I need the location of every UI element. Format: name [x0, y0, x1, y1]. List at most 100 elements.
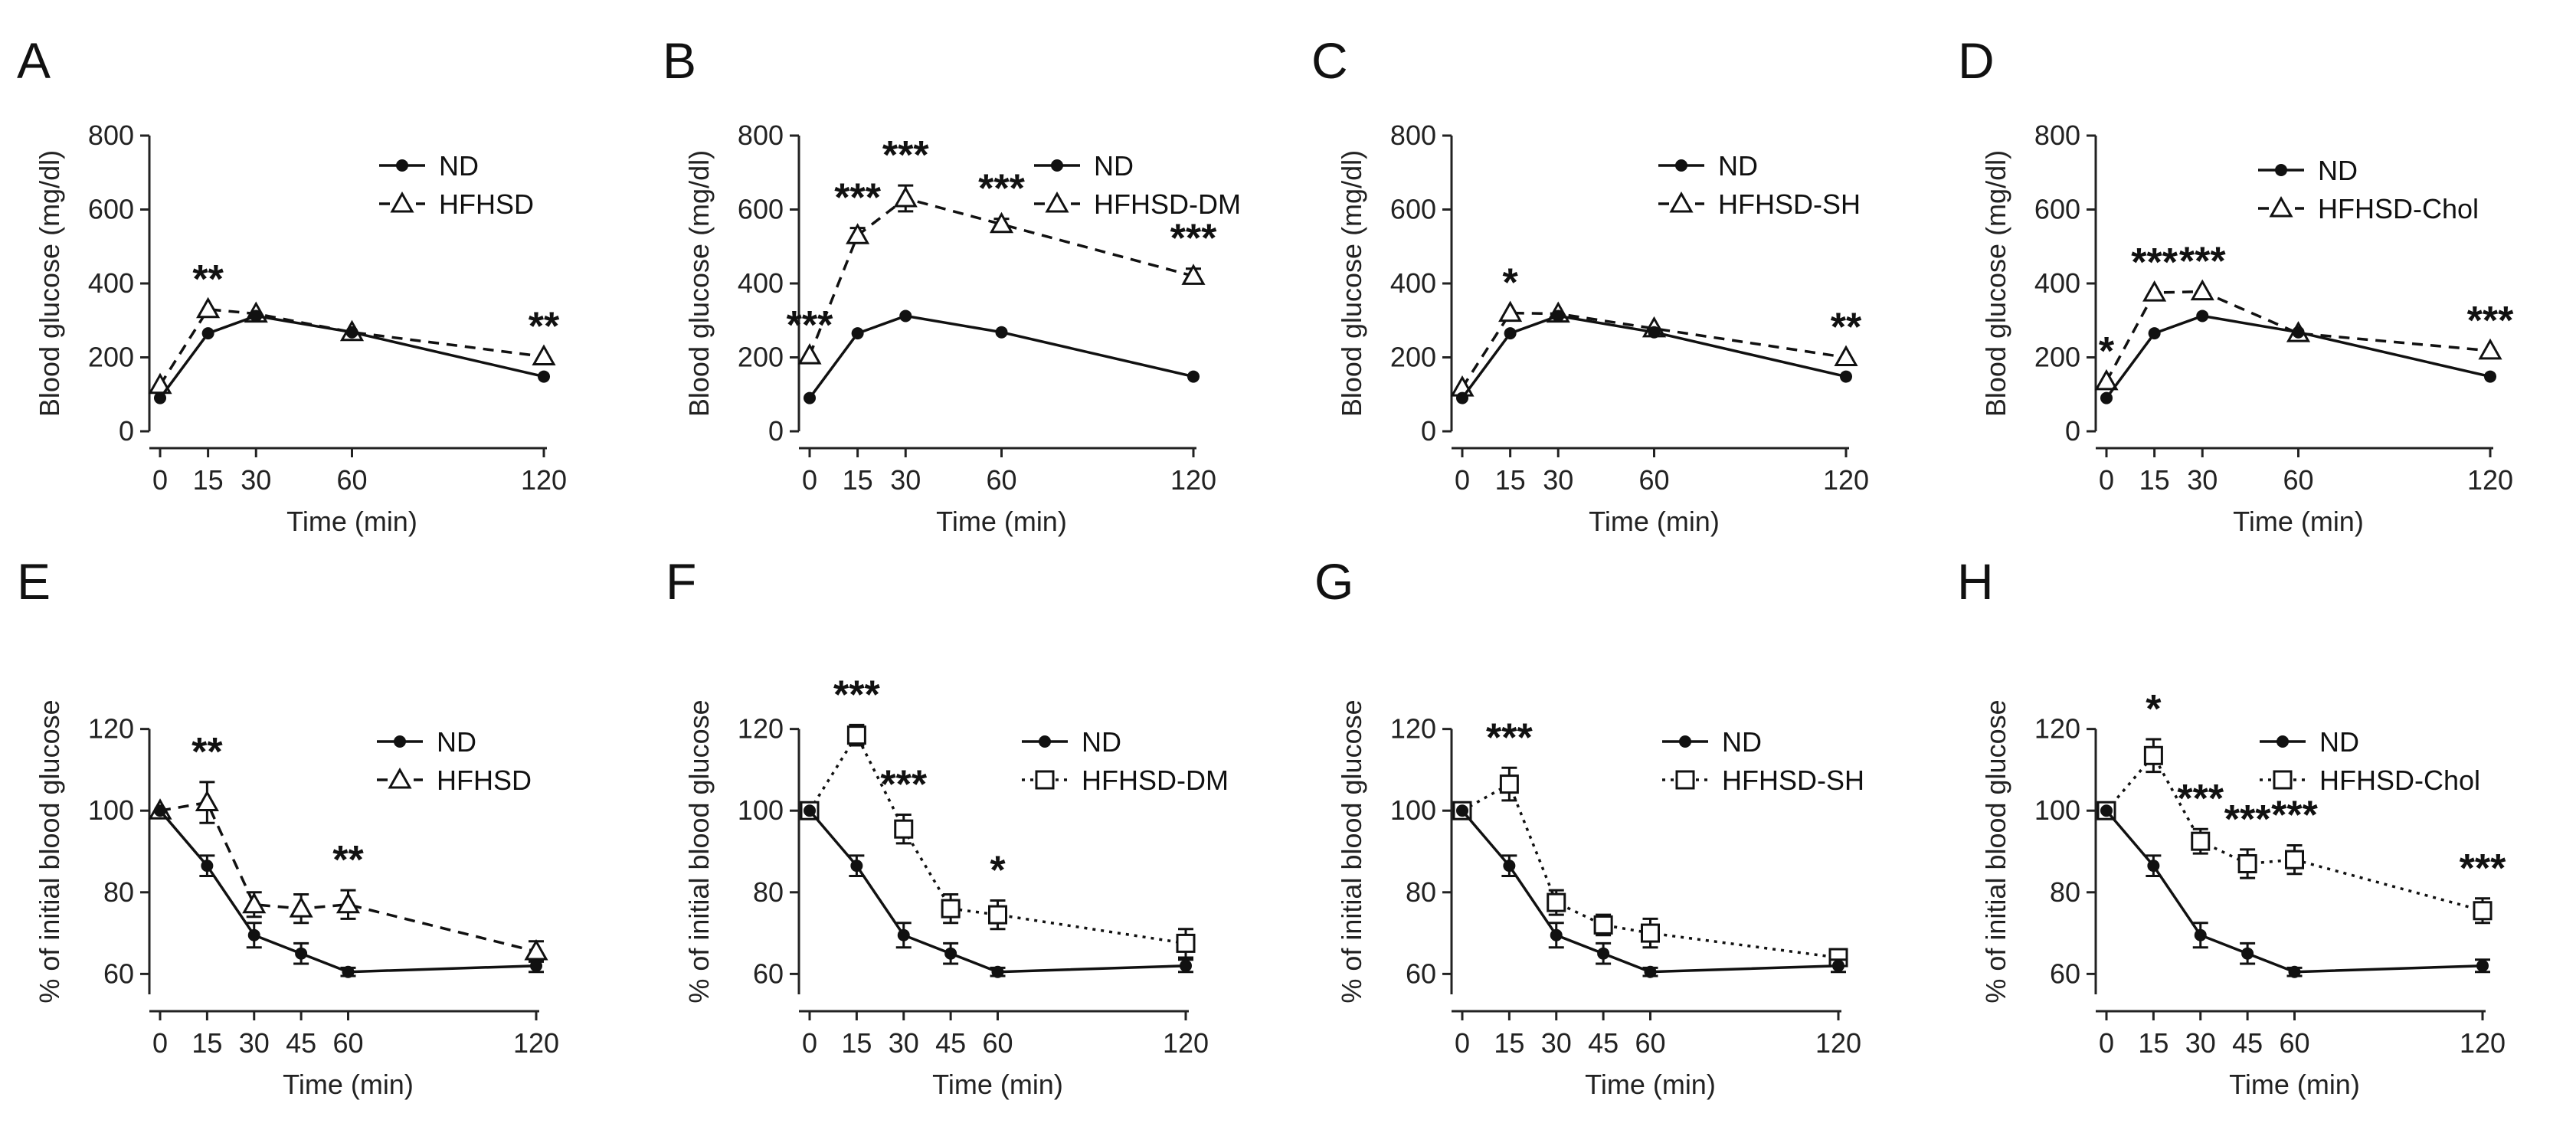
x-tick-label: 60	[2283, 464, 2313, 496]
panel-letter: B	[663, 32, 696, 89]
legend: ND HFHSD-DM	[1022, 726, 1229, 796]
x-tick-label: 60	[1635, 1027, 1665, 1059]
panel-h: H 60 80 100 120 0 15 30 45 60 120 Time (min) % of in…	[1957, 553, 2506, 1100]
y-tick-label: 200	[88, 342, 134, 373]
legend-marker	[2269, 195, 2293, 218]
data-point	[851, 327, 864, 340]
legend: ND HFHSD-SH	[1658, 150, 1861, 220]
x-tick-label: 0	[2099, 464, 2114, 496]
x-tick-label: 45	[935, 1027, 966, 1059]
data-point	[894, 819, 914, 839]
legend-entry: HFHSD	[439, 188, 534, 220]
data-point	[893, 185, 918, 208]
significance-label: ***	[2224, 797, 2271, 842]
x-tick-label: 45	[2232, 1027, 2263, 1059]
series-hfhsd-dm	[800, 723, 1196, 959]
legend-marker	[1039, 735, 1051, 748]
legend-entry: ND	[2319, 726, 2359, 758]
y-tick-label: 100	[738, 794, 784, 826]
data-point	[336, 892, 361, 914]
y-tick-label: 120	[1390, 713, 1436, 745]
data-point	[154, 391, 166, 404]
x-tick-label: 15	[1495, 464, 1526, 496]
data-point	[989, 211, 1014, 234]
y-tick-label: 600	[2034, 194, 2080, 225]
x-tick-label: 30	[239, 1027, 270, 1059]
data-point	[941, 899, 961, 919]
y-tick-label: 200	[738, 342, 784, 373]
x-tick-label: 120	[521, 464, 567, 496]
y-tick-label: 60	[103, 958, 134, 989]
y-tick-label: 100	[2034, 794, 2080, 826]
axes: 0 200 400 600 800 0 15 30 60 120 Time (min) Blood g…	[1980, 120, 2513, 537]
series-nd	[2100, 309, 2496, 404]
data-point	[2191, 831, 2211, 851]
data-point	[250, 309, 263, 323]
x-tick-label: 60	[336, 464, 367, 496]
axes: 0 200 400 600 800 0 15 30 60 120 Time (min) Blood g…	[34, 120, 567, 537]
legend-entry: HFHSD	[437, 765, 532, 796]
legend: ND HFHSD-DM	[1034, 150, 1241, 220]
legend-marker	[2275, 164, 2287, 176]
y-tick-label: 400	[2034, 267, 2080, 299]
y-tick-label: 200	[1390, 342, 1436, 373]
legend-entry: ND	[1718, 150, 1758, 182]
y-tick-label: 800	[88, 120, 134, 151]
legend-entry: ND	[1722, 726, 1762, 758]
x-tick-label: 60	[2279, 1027, 2309, 1059]
significance-label: *	[2146, 687, 2162, 732]
y-tick-label: 600	[1390, 194, 1436, 225]
data-point	[1832, 959, 1844, 972]
legend-entry: HFHSD-Chol	[2318, 193, 2479, 224]
significance-label: ***	[2131, 241, 2178, 285]
y-tick-label: 60	[753, 958, 784, 989]
y-tick-label: 800	[2034, 120, 2080, 151]
x-axis-label: Time (min)	[1585, 1069, 1716, 1100]
series-nd	[2100, 804, 2490, 978]
significance-label: ***	[882, 133, 929, 178]
x-tick-label: 120	[2460, 1027, 2506, 1059]
x-tick-label: 120	[1815, 1027, 1861, 1059]
legend-entry: HFHSD-SH	[1722, 765, 1864, 796]
data-point	[2237, 853, 2257, 873]
x-tick-label: 30	[2185, 1027, 2216, 1059]
data-point	[899, 309, 912, 323]
x-tick-label: 0	[2099, 1027, 2114, 1059]
data-point	[804, 391, 816, 404]
x-axis-label: Time (min)	[2229, 1069, 2360, 1100]
significance-label: **	[1831, 306, 1862, 350]
data-point	[1181, 264, 1206, 285]
y-tick-label: 60	[1406, 958, 1436, 989]
data-point	[2100, 804, 2113, 817]
y-tick-label: 120	[88, 713, 134, 745]
y-axis-label: % of initial blood glucose	[34, 699, 65, 1003]
significance-label: *	[990, 848, 1006, 892]
legend: ND HFHSD-Chol	[2260, 726, 2480, 796]
significance-label: *	[2099, 329, 2115, 374]
panel-letter: D	[1958, 32, 1995, 89]
data-point	[1176, 933, 1196, 953]
x-tick-label: 30	[1543, 464, 1573, 496]
y-tick-label: 800	[738, 120, 784, 151]
data-point	[2143, 745, 2163, 765]
series-nd	[1456, 804, 1846, 978]
data-point	[1180, 959, 1192, 972]
y-tick-label: 0	[768, 415, 784, 447]
y-tick-label: 100	[1390, 794, 1436, 826]
y-tick-label: 400	[1390, 267, 1436, 299]
series-nd	[804, 309, 1200, 404]
x-tick-label: 0	[1455, 1027, 1470, 1059]
significance-label: ***	[2179, 240, 2226, 284]
legend: ND HFHSD-SH	[1662, 726, 1864, 796]
x-tick-label: 30	[2187, 464, 2218, 496]
x-tick-label: 60	[986, 464, 1016, 496]
significance-label: ***	[833, 673, 880, 717]
series-nd	[1456, 309, 1852, 404]
data-point	[2288, 965, 2301, 978]
legend-entry: ND	[1094, 150, 1134, 182]
x-tick-label: 15	[2138, 1027, 2168, 1059]
axes: 0 200 400 600 800 0 15 30 60 120 Time (min) Blood g…	[1336, 120, 1869, 537]
legend-marker	[1669, 191, 1694, 213]
series-line	[1461, 810, 1839, 974]
data-point	[242, 892, 267, 914]
